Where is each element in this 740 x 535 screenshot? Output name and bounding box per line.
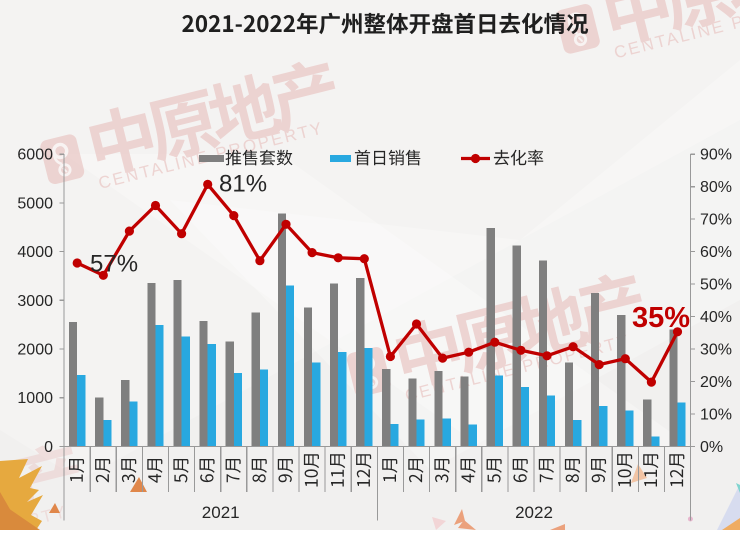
- svg-text:6000: 6000: [17, 147, 53, 164]
- svg-text:50%: 50%: [700, 277, 732, 294]
- svg-text:40%: 40%: [700, 309, 732, 326]
- svg-text:80%: 80%: [700, 179, 732, 196]
- svg-text:70%: 70%: [700, 212, 732, 229]
- svg-text:2021: 2021: [202, 503, 240, 522]
- svg-text:35%: 35%: [632, 302, 690, 334]
- svg-text:0: 0: [44, 439, 53, 456]
- svg-text:5000: 5000: [17, 195, 53, 212]
- svg-text:57%: 57%: [90, 251, 138, 278]
- svg-text:3000: 3000: [17, 293, 53, 310]
- svg-text:10%: 10%: [700, 406, 732, 423]
- svg-text:60%: 60%: [700, 244, 732, 261]
- svg-text:0%: 0%: [700, 439, 723, 456]
- svg-text:20%: 20%: [700, 374, 732, 391]
- svg-text:2000: 2000: [17, 342, 53, 359]
- svg-text:2022: 2022: [515, 503, 553, 522]
- svg-text:1000: 1000: [17, 390, 53, 407]
- svg-text:4000: 4000: [17, 244, 53, 261]
- svg-text:90%: 90%: [700, 147, 732, 164]
- svg-text:30%: 30%: [700, 342, 732, 359]
- svg-text:81%: 81%: [219, 171, 267, 198]
